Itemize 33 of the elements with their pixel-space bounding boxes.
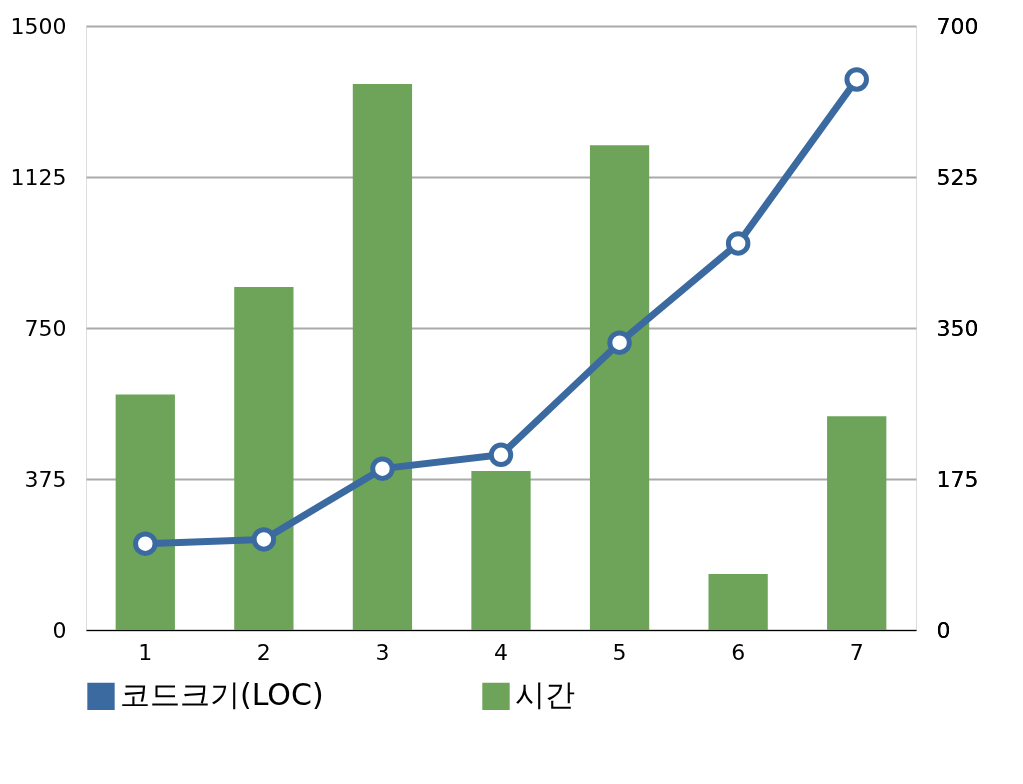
- x-tick-label: 5: [612, 639, 627, 665]
- y-tick-label: 375: [24, 466, 67, 492]
- y2-tick-label: 700: [936, 13, 979, 39]
- y2-tick-label: 350: [936, 315, 979, 341]
- x-tick-label: 2: [256, 639, 271, 665]
- x-tick-label: 6: [731, 639, 746, 665]
- point: [370, 456, 395, 481]
- point: [133, 531, 158, 556]
- bar: [827, 416, 887, 630]
- y-tick-label: 0: [52, 617, 67, 643]
- bar: [589, 145, 650, 630]
- bar: [708, 574, 768, 630]
- point: [251, 527, 277, 552]
- x-tick-label: 4: [494, 639, 508, 665]
- y-tick-label: 1500: [10, 13, 67, 39]
- x-tick-label: 3: [375, 639, 390, 665]
- legend-label: 시간: [515, 677, 575, 713]
- bar: [352, 83, 413, 630]
- y2-tick-label: 525: [936, 164, 979, 190]
- bar: [115, 394, 175, 630]
- x-tick-label: 1: [138, 639, 153, 665]
- bar: [234, 286, 294, 630]
- point: [488, 442, 514, 468]
- point: [844, 67, 869, 92]
- legend-label: 코드크기(LOC): [120, 677, 324, 713]
- y2-tick-label: 0: [936, 617, 951, 643]
- point: [607, 330, 632, 355]
- point: [725, 231, 751, 256]
- bar: [471, 470, 531, 630]
- y-tick-label: 750: [24, 315, 67, 341]
- y-tick-label: 1125: [10, 164, 67, 190]
- y2-tick-label: 175: [936, 466, 979, 492]
- x-tick-label: 7: [849, 639, 864, 665]
